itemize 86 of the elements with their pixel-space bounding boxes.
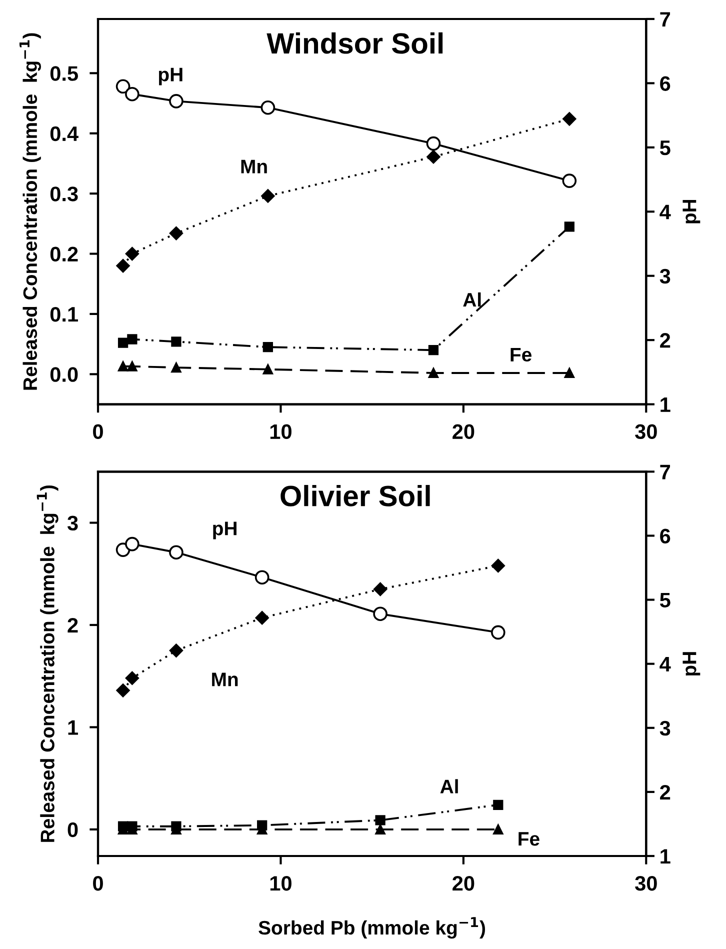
- point: [564, 222, 574, 232]
- chart-title: Olivier Soil: [280, 484, 430, 506]
- point: [375, 815, 386, 826]
- y-tick-label: 0: [68, 822, 78, 838]
- y2-tick-label: 2: [660, 333, 670, 348]
- point: [169, 644, 184, 658]
- y2-tick-label: 3: [660, 720, 670, 736]
- point: [125, 86, 140, 102]
- series-label: Mn: [241, 160, 267, 174]
- point: [491, 558, 505, 572]
- point: [127, 361, 138, 372]
- point: [428, 345, 439, 356]
- point: [426, 150, 440, 164]
- point: [118, 338, 128, 348]
- point: [562, 112, 576, 126]
- point: [262, 342, 273, 352]
- point: [261, 189, 275, 203]
- y-axis-title: Released Concentration (mmole kg$^{−1}$): [36, 485, 58, 842]
- point: [255, 611, 269, 625]
- series-label: pH: [213, 522, 236, 540]
- y2-axis-title: pH: [682, 652, 700, 676]
- point: [169, 94, 184, 108]
- y2-tick-label: 1: [660, 397, 670, 412]
- series-label: Fe: [518, 832, 540, 846]
- point: [171, 362, 182, 373]
- x-tick-label: 30: [635, 424, 657, 440]
- series-label: pH: [158, 68, 182, 86]
- point: [116, 684, 130, 698]
- point: [171, 336, 182, 347]
- x-tick-label: 10: [270, 424, 292, 440]
- y2-tick-label: 4: [660, 204, 671, 220]
- y2-tick-label: 6: [660, 528, 670, 544]
- y-axis-title: Released Concentration (mmole kg$^{−1}$): [19, 33, 41, 390]
- point: [374, 582, 388, 596]
- series-label: Mn: [212, 672, 238, 686]
- y-tick-label: 0.2: [50, 246, 78, 262]
- point: [373, 606, 388, 622]
- point: [254, 570, 270, 584]
- y2-tick-label: 2: [660, 784, 670, 800]
- point: [564, 368, 574, 378]
- y2-tick-label: 5: [660, 592, 670, 608]
- x-tick-label: 20: [452, 424, 474, 440]
- series-label: Fe: [510, 348, 532, 362]
- point: [490, 625, 506, 640]
- point: [125, 671, 139, 685]
- y-tick-label: 1: [68, 720, 78, 735]
- y-tick-label: 2: [68, 618, 78, 633]
- point: [118, 361, 128, 372]
- point: [375, 824, 386, 834]
- point: [169, 545, 184, 560]
- y2-tick-label: 7: [660, 464, 670, 480]
- point: [116, 79, 130, 94]
- point: [428, 368, 439, 378]
- point: [493, 800, 504, 810]
- x-tick-label: 30: [635, 876, 657, 891]
- x-tick-label: 10: [270, 876, 292, 891]
- y2-tick-label: 4: [660, 657, 671, 672]
- point: [125, 536, 140, 552]
- y2-tick-label: 6: [660, 76, 670, 91]
- x-tick-label: 0: [93, 424, 103, 440]
- point: [116, 259, 130, 273]
- y2-tick-label: 7: [660, 12, 670, 27]
- x-tick-label: 0: [93, 876, 103, 891]
- y2-tick-label: 3: [660, 268, 670, 284]
- y2-tick-label: 1: [660, 849, 670, 864]
- point: [260, 100, 276, 115]
- point: [426, 136, 441, 151]
- y-tick-label: 0.3: [50, 186, 78, 202]
- y-tick-label: 0.5: [50, 66, 78, 81]
- y-tick-label: 0.0: [50, 367, 78, 382]
- point: [125, 246, 139, 261]
- x-axis-title: Sorbed Pb (mmole kg$^{−1}$): [258, 917, 486, 939]
- point: [127, 334, 138, 344]
- x-tick-label: 20: [452, 876, 474, 891]
- point: [262, 364, 273, 374]
- series-label: Al: [463, 292, 481, 307]
- y2-tick-label: 5: [660, 140, 670, 156]
- y2-axis-title: pH: [682, 200, 700, 224]
- series-label: Al: [440, 779, 458, 794]
- y-tick-label: 3: [67, 516, 78, 531]
- chart-title: Windsor Soil: [266, 32, 443, 54]
- point: [169, 226, 184, 240]
- point: [493, 824, 504, 834]
- y-tick-label: 0.1: [50, 306, 78, 322]
- point: [562, 174, 577, 188]
- y-tick-label: 0.4: [50, 126, 78, 142]
